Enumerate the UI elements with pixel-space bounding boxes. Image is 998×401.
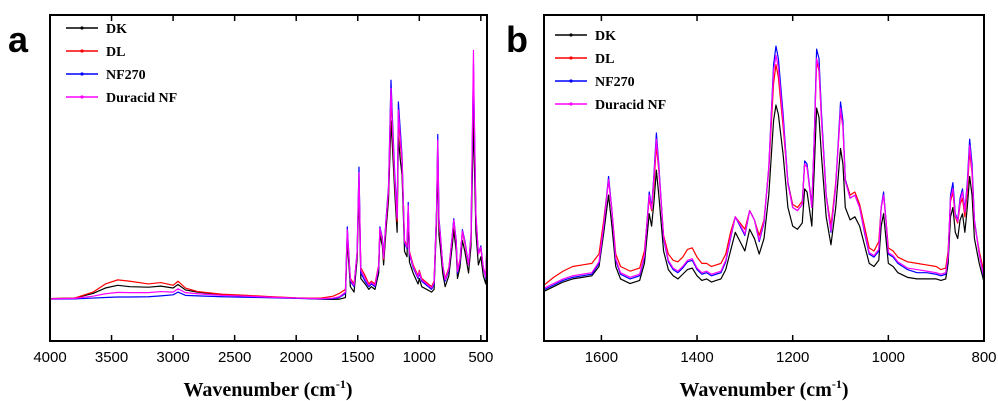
x-tick-label: 1500	[341, 349, 374, 366]
plot-frame	[49, 14, 488, 342]
legend-marker	[80, 72, 84, 76]
series-group	[50, 49, 487, 301]
series-line-dl	[50, 71, 487, 300]
x-axis-label: Wavenumber (cm-1)	[679, 377, 848, 401]
legend-marker	[80, 95, 84, 99]
legend-label: NF270	[595, 75, 635, 90]
series-line-dl	[544, 60, 984, 286]
legend-marker	[569, 79, 573, 83]
x-tick-label: 1000	[872, 349, 905, 366]
series-line-duracid-nf	[50, 49, 487, 300]
legend-label: DK	[595, 29, 616, 44]
legend-label: DL	[595, 52, 614, 67]
legend-marker	[569, 102, 573, 106]
legend-label: NF270	[106, 68, 146, 83]
x-tick-label: 2500	[218, 349, 251, 366]
x-tick-label: 1600	[585, 349, 618, 366]
x-tick-label: 1000	[403, 349, 436, 366]
legend-label: DL	[106, 45, 125, 60]
panel-letter: a	[8, 19, 29, 60]
legend-label: Duracid NF	[106, 91, 177, 106]
x-tick-label: 3000	[156, 349, 189, 366]
series-line-duracid-nf	[544, 54, 984, 289]
x-tick-label: 4000	[33, 349, 66, 366]
x-tick-label: 500	[468, 349, 493, 366]
x-tick-label: 2000	[280, 349, 313, 366]
legend-marker	[569, 33, 573, 37]
legend-marker	[80, 26, 84, 30]
series-group	[544, 45, 984, 292]
panel-letter: b	[506, 19, 528, 60]
x-tick-label: 1400	[680, 349, 713, 366]
legend-marker	[80, 49, 84, 53]
x-tick-label: 1200	[776, 349, 809, 366]
legend-label: Duracid NF	[595, 98, 666, 113]
series-line-dk	[544, 104, 984, 292]
series-line-dk	[50, 117, 487, 301]
x-tick-label: 800	[971, 349, 996, 366]
x-tick-label: 3500	[95, 349, 128, 366]
legend-label: DK	[106, 22, 127, 37]
panel-a-chart: 4000 3500 3000 2500 2000 1500 1000 500 Wavenumbe…	[8, 14, 493, 401]
plot-frame	[543, 14, 985, 342]
legend-marker	[569, 56, 573, 60]
panel-b-chart: 1600 1400 1200 1000 800 Wavenumber (cm-1) b DK D…	[506, 14, 997, 401]
x-axis-label: Wavenumber (cm-1)	[183, 377, 352, 401]
